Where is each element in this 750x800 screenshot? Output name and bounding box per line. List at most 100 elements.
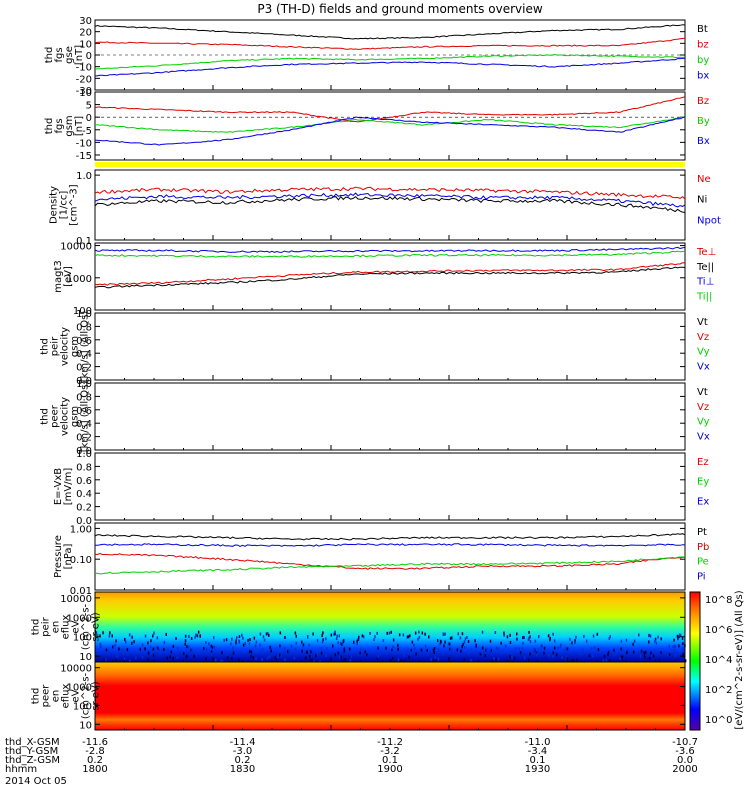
spectrogram-speckle — [341, 642, 343, 646]
y-axis-label-line: peir — [41, 616, 52, 636]
x-row-value: -3.6 — [675, 746, 695, 757]
spectrogram-speckle — [613, 653, 615, 657]
spectrogram-speckle — [342, 639, 345, 643]
spectrogram-speckle — [124, 640, 127, 644]
y-tick-label: 0 — [86, 113, 92, 124]
legend-by: by — [697, 55, 709, 66]
y-tick-label: 1000 — [67, 613, 92, 624]
y-axis-label-line: [cm^-3] — [69, 184, 80, 225]
y-tick-label: 5 — [86, 101, 92, 112]
spectrogram-speckle — [434, 655, 437, 659]
spectrogram-speckle — [608, 637, 611, 640]
y-tick-label: 0.01 — [70, 586, 92, 597]
spectrogram-speckle — [99, 634, 101, 638]
spectrogram-speckle — [98, 652, 100, 656]
spectrogram-speckle — [461, 644, 463, 648]
spectrogram-speckle — [195, 652, 197, 656]
spectrogram-speckle — [549, 638, 551, 642]
spectrogram-speckle — [592, 634, 595, 638]
spectrogram-speckle — [668, 644, 670, 648]
y-tick-label: 0.0 — [76, 446, 92, 457]
spectrogram-speckle — [235, 639, 237, 643]
spectrogram-speckle — [121, 648, 123, 652]
spectrogram-speckle — [182, 652, 185, 655]
spectrogram-speckle — [509, 650, 512, 653]
legend-Pb: Pb — [697, 542, 709, 553]
y-axis-label-line: thd — [40, 338, 51, 355]
y-axis-label-line: sr-eV) — [91, 681, 102, 710]
spectrogram-speckle — [340, 655, 342, 659]
spectrogram-speckle — [254, 644, 257, 648]
spectrogram-speckle — [518, 647, 520, 651]
spectrogram-speckle — [590, 647, 593, 651]
spectrogram-speckle — [433, 647, 436, 650]
x-row-value: -3.4 — [528, 746, 548, 757]
y-axis-label-line: gse — [64, 46, 75, 64]
x-row-label: thd_Z-GSM — [5, 755, 60, 766]
spectrogram-speckle — [320, 647, 323, 650]
y-tick-label: 1.00 — [70, 524, 92, 535]
spectrogram-speckle — [415, 652, 417, 656]
spectrogram-speckle — [493, 657, 495, 661]
spectrogram-speckle — [259, 632, 262, 636]
spectrogram-speckle — [149, 645, 152, 649]
y-axis-label-line: [nT] — [74, 116, 85, 136]
spectrogram-speckle — [310, 650, 312, 654]
y-tick-label: 0.2 — [76, 433, 92, 444]
spectrogram-speckle — [325, 654, 328, 657]
y-axis-label-line: (cm^2-s- — [81, 603, 92, 650]
spectrogram-speckle — [400, 659, 403, 663]
legend-Ez: Ez — [697, 457, 709, 468]
spectrogram-speckle — [123, 657, 126, 661]
spectrogram-speckle — [658, 658, 661, 662]
spectrogram-speckle — [536, 653, 538, 657]
spectrogram-speckle — [269, 645, 271, 649]
colorbar-gradient — [689, 591, 701, 731]
spectrogram-speckle — [449, 647, 451, 651]
spectrogram-speckle — [321, 640, 324, 644]
spectrogram-speckle — [279, 644, 281, 648]
spectrogram-speckle — [654, 637, 657, 641]
spectrogram-speckle — [248, 642, 251, 646]
spectrogram-speckle — [223, 638, 225, 642]
spectrogram-speckle — [644, 655, 646, 659]
spectrogram-speckle — [186, 645, 188, 649]
spectrogram-speckle — [210, 650, 213, 654]
spectrogram-speckle — [382, 639, 385, 642]
y-axis-label-line: thd — [40, 408, 51, 425]
spectrogram-speckle — [262, 635, 265, 639]
spectrogram-speckle — [409, 634, 411, 638]
spectrogram-speckle — [194, 635, 196, 639]
spectrogram-speckle — [190, 637, 193, 640]
y-axis-label-line: [1/cc] — [59, 191, 70, 220]
spectrogram-speckle — [301, 640, 303, 644]
spectrogram-speckle — [255, 640, 258, 644]
spectrogram-speckle — [533, 648, 535, 652]
spectrogram-speckle — [561, 656, 563, 659]
y-tick-label: 100 — [73, 701, 92, 712]
y-tick-label: 10 — [79, 88, 92, 99]
series-line-Pb — [94, 552, 686, 570]
panel-frame — [94, 91, 686, 161]
y-axis-label-line: gsm — [70, 406, 81, 427]
spectrogram-speckle — [649, 634, 652, 638]
y-tick-label: 10000 — [60, 242, 92, 253]
spectrogram-speckle — [377, 646, 379, 650]
spectrogram-speckle — [522, 636, 524, 640]
x-row-label: thd_X-GSM — [5, 737, 60, 748]
spectrogram-speckle — [503, 631, 505, 635]
spectrogram-speckle — [682, 648, 684, 652]
series-line-bx — [94, 57, 686, 77]
y-axis-label-line: [nPa] — [63, 543, 74, 569]
spectrogram-speckle — [560, 643, 562, 647]
spectrogram-speckle — [503, 633, 505, 637]
spectrogram-speckle — [152, 647, 155, 651]
spectrogram-speckle — [265, 632, 268, 636]
series-line-Bz — [94, 96, 686, 123]
spectrogram-speckle — [116, 655, 118, 659]
spectrogram-speckle — [309, 657, 312, 661]
y-tick-label: 0.6 — [76, 476, 92, 487]
spectrogram-speckle — [176, 646, 179, 650]
spectrogram-speckle — [184, 634, 187, 638]
spectrogram-speckle — [308, 643, 310, 647]
